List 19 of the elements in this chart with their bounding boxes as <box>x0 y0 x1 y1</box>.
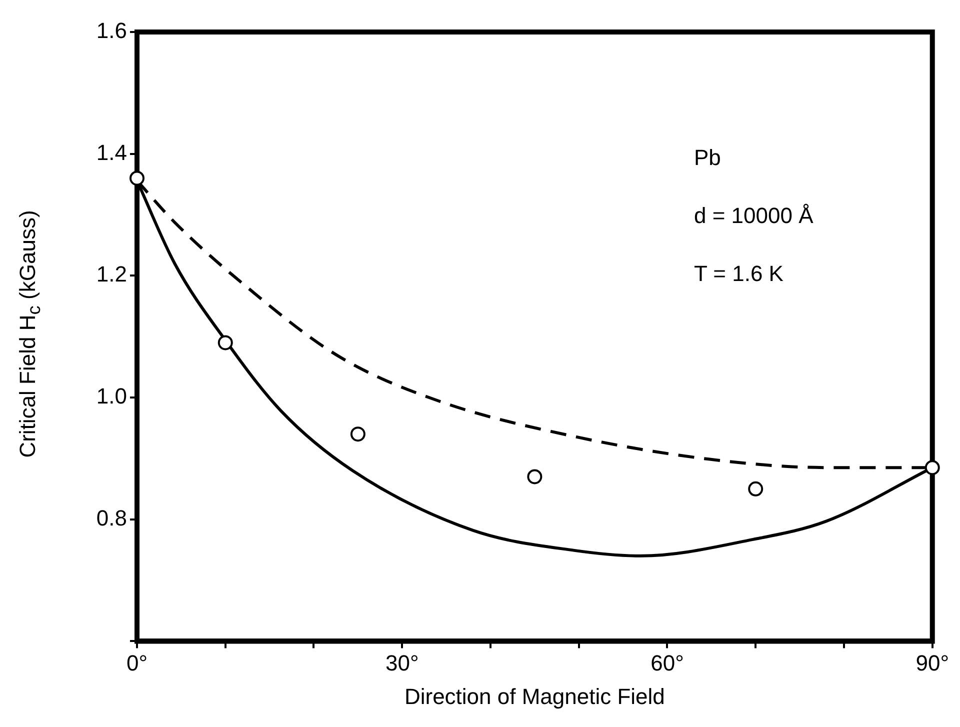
y-tick-label: 1.2 <box>96 262 127 287</box>
point <box>748 481 764 496</box>
point <box>130 170 144 186</box>
x-tick-label: 60° <box>650 650 684 676</box>
x-axis-title: Direction of Magnetic Field <box>404 684 665 709</box>
annotation: d = 10000 Å <box>694 203 814 228</box>
point <box>924 460 940 476</box>
y-tick-label: 1.6 <box>96 18 127 44</box>
point <box>527 469 542 484</box>
x-tick-label: 90° <box>916 650 950 676</box>
y-tick-label: 0.8 <box>96 505 127 530</box>
point <box>350 426 366 442</box>
y-tick-label: 1.4 <box>96 140 127 165</box>
x-tick-label: 0° <box>126 650 148 676</box>
x-tick-label: 30° <box>385 650 419 676</box>
y-tick-label: 1.0 <box>96 384 127 409</box>
annotation: T = 1.6 K <box>694 261 784 286</box>
point <box>218 335 233 350</box>
annotation: Pb <box>694 145 721 170</box>
